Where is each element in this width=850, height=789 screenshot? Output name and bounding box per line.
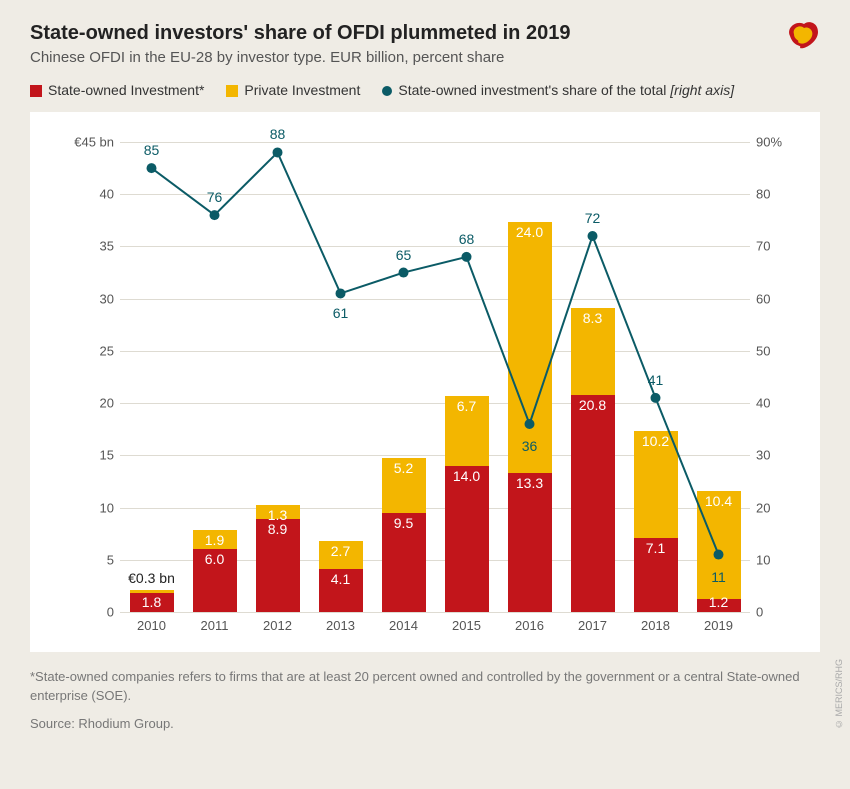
share-point-label: 65 (396, 247, 412, 263)
share-point-label: 72 (585, 210, 601, 226)
legend-private: Private Investment (226, 82, 360, 98)
share-point-label: 36 (522, 438, 538, 454)
share-point-label: 61 (333, 305, 349, 321)
footnote: *State-owned companies refers to firms t… (0, 652, 850, 706)
logo-icon (784, 18, 822, 57)
share-point-label: 85 (144, 142, 160, 158)
share-line (30, 112, 820, 652)
share-point-label: 41 (648, 372, 664, 388)
share-point-label: 76 (207, 189, 223, 205)
chart-area: 0510152025303540€45 bn010203040506070809… (30, 112, 820, 652)
share-point-label: 11 (711, 569, 726, 585)
legend: State-owned Investment* Private Investme… (0, 72, 850, 98)
share-point-label: 88 (270, 126, 286, 142)
source: Source: Rhodium Group. (0, 706, 850, 731)
share-point-label: 68 (459, 231, 475, 247)
legend-share: State-owned investment's share of the to… (382, 82, 734, 98)
chart-title: State-owned investors' share of OFDI plu… (30, 22, 820, 45)
chart-subtitle: Chinese OFDI in the EU-28 by investor ty… (30, 49, 820, 66)
side-credit: © MERICS/RHG (834, 659, 844, 729)
legend-state: State-owned Investment* (30, 82, 204, 98)
